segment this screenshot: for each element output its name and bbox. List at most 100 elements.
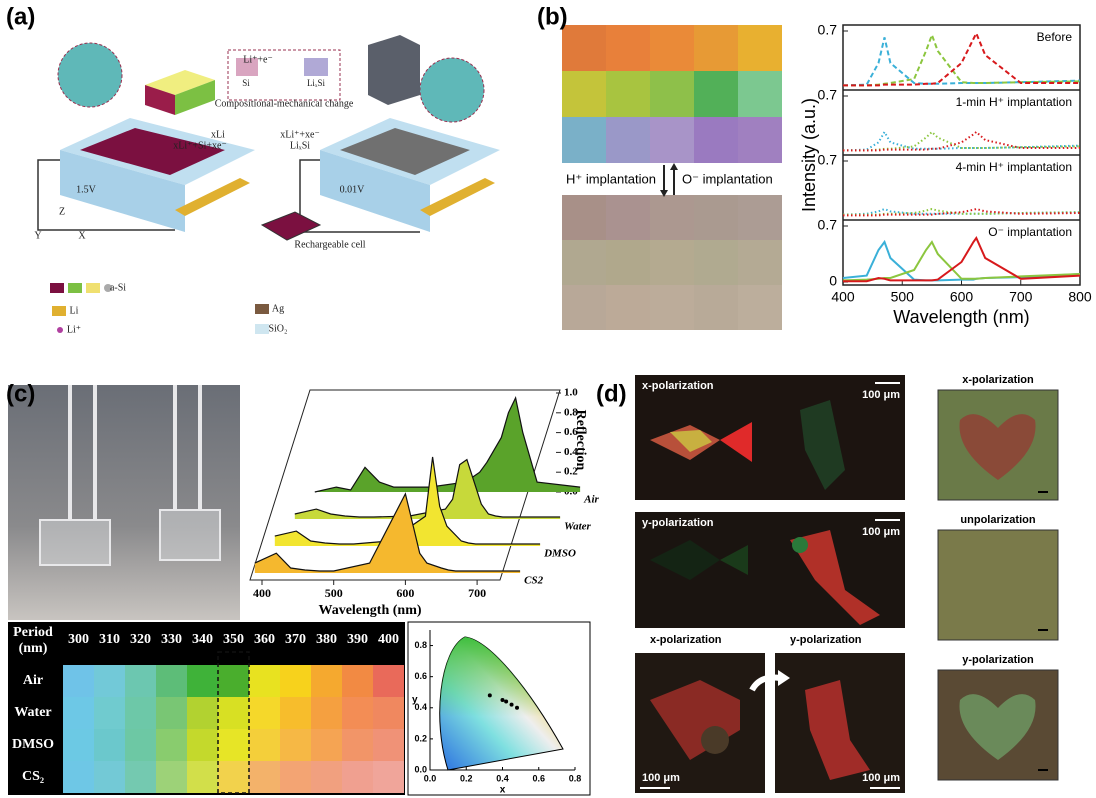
annotation: x-polarization bbox=[642, 380, 714, 392]
label: H⁺ implantation bbox=[566, 171, 656, 186]
annotation: 0.01V bbox=[340, 184, 366, 195]
row-header: Water bbox=[14, 705, 51, 720]
color-cell bbox=[94, 729, 125, 761]
panel-label: (a) bbox=[6, 3, 35, 30]
area-fill bbox=[314, 397, 581, 492]
color-cell bbox=[94, 665, 125, 697]
point bbox=[515, 705, 519, 710]
annotation: y-polarization bbox=[962, 654, 1034, 666]
color-cell bbox=[373, 761, 404, 793]
swatch bbox=[738, 71, 782, 117]
color-cell bbox=[342, 761, 373, 793]
annotation: a-Si bbox=[110, 282, 126, 293]
column-header: 320 bbox=[130, 632, 151, 647]
swatch bbox=[650, 285, 694, 330]
swatch bbox=[606, 195, 650, 240]
color-cell bbox=[94, 697, 125, 729]
series-line bbox=[294, 458, 561, 518]
annotation: Z bbox=[59, 206, 65, 217]
panel-label: (c) bbox=[6, 380, 35, 407]
panel-d-art bbox=[635, 375, 1059, 793]
x-tick-label: 700 bbox=[468, 586, 486, 600]
column-header: 380 bbox=[316, 632, 337, 647]
point bbox=[509, 702, 514, 707]
x-tick-label: 700 bbox=[1009, 289, 1033, 305]
swatch bbox=[562, 285, 606, 330]
swatch bbox=[562, 195, 606, 240]
color-cell bbox=[125, 729, 156, 761]
swatch bbox=[738, 25, 782, 71]
annotation: unpolarization bbox=[960, 514, 1035, 526]
series-line bbox=[314, 396, 581, 493]
annotation: X bbox=[78, 230, 86, 241]
x-tick-label: 500 bbox=[325, 586, 343, 600]
column-header: 390 bbox=[347, 632, 368, 647]
y-tick-label: 0.4 bbox=[414, 702, 427, 712]
color-cell bbox=[249, 729, 280, 761]
arrows bbox=[660, 163, 678, 197]
y-tick-label: 0.6 bbox=[564, 426, 578, 438]
color-cell bbox=[218, 761, 249, 793]
annotation: 1.5V bbox=[76, 184, 97, 195]
annotation: LiₓSi bbox=[307, 78, 326, 88]
row-header: DMSO bbox=[12, 737, 54, 752]
x-tick-label: 0.6 bbox=[532, 773, 545, 783]
row-header: CS₂ bbox=[22, 769, 44, 784]
photo bbox=[8, 385, 240, 620]
x-tick-label: 0.2 bbox=[460, 773, 473, 783]
series-line bbox=[843, 207, 1081, 217]
swatch bbox=[694, 25, 738, 71]
area-fill bbox=[294, 459, 561, 519]
subplot-title: O⁻ implantation bbox=[988, 225, 1072, 239]
color-cell bbox=[63, 697, 94, 729]
header: Period bbox=[13, 625, 53, 640]
color-cell bbox=[94, 761, 125, 793]
color-cell bbox=[311, 665, 342, 697]
x-axis-label: Wavelength (nm) bbox=[893, 307, 1029, 327]
y-tick-label: 0.7 bbox=[818, 22, 838, 38]
column-header: 350 bbox=[223, 632, 244, 647]
color-cell bbox=[373, 697, 404, 729]
x-tick-label: 0.0 bbox=[424, 773, 437, 783]
swatch bbox=[606, 25, 650, 71]
swatch bbox=[694, 71, 738, 117]
y-axis-label: y bbox=[412, 695, 418, 706]
swatch bbox=[606, 71, 650, 117]
color-cell bbox=[63, 665, 94, 697]
color-cell bbox=[249, 665, 280, 697]
point bbox=[500, 698, 505, 702]
color-cell bbox=[311, 761, 342, 793]
color-cell bbox=[125, 761, 156, 793]
x-tick-label: 400 bbox=[831, 289, 855, 305]
annotation: Rechargeable cell bbox=[294, 239, 365, 250]
y-tick-label: 0.7 bbox=[818, 152, 838, 168]
swatch bbox=[650, 240, 694, 285]
column-header: 360 bbox=[254, 632, 275, 647]
annotation: SiO₂ bbox=[268, 323, 287, 334]
color-cell bbox=[63, 729, 94, 761]
y-tick-label: 0.7 bbox=[818, 87, 838, 103]
color-cell bbox=[249, 697, 280, 729]
y-axis-label: Reflection bbox=[573, 410, 588, 471]
swatch bbox=[606, 117, 650, 163]
swatch bbox=[650, 117, 694, 163]
column-header: 340 bbox=[192, 632, 213, 647]
subplot-title: 4-min H⁺ implantation bbox=[956, 160, 1072, 174]
color-cell bbox=[156, 697, 187, 729]
annotation: xLi bbox=[211, 129, 225, 140]
series-line bbox=[843, 207, 1081, 216]
color-swatches bbox=[562, 25, 782, 330]
swatch bbox=[650, 25, 694, 71]
annotation: LiₓSi bbox=[290, 140, 310, 151]
y-tick-label: 0.8 bbox=[564, 406, 578, 418]
annotation: Li⁺+e⁻ bbox=[243, 54, 273, 65]
series-line bbox=[843, 130, 1081, 152]
color-cell bbox=[156, 729, 187, 761]
column-header: 330 bbox=[161, 632, 182, 647]
series-label: Water bbox=[564, 521, 591, 533]
row-header: Air bbox=[23, 673, 43, 688]
color-cell bbox=[342, 697, 373, 729]
point bbox=[487, 693, 492, 698]
swatch bbox=[562, 240, 606, 285]
